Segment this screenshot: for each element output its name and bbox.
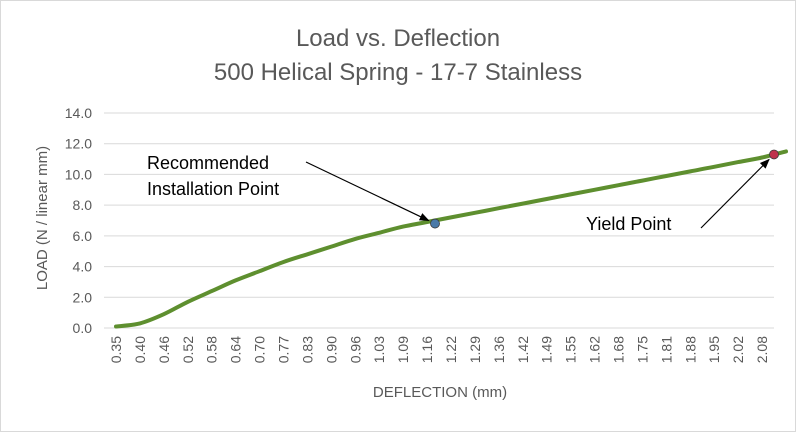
annotation-text: Installation Point: [147, 179, 279, 199]
annotation-text: Yield Point: [586, 214, 671, 234]
y-tick-label: 10.0: [65, 166, 92, 182]
series-line: [114, 149, 788, 329]
x-tick-label: 1.68: [610, 336, 626, 363]
x-tick-label: 1.95: [706, 336, 722, 363]
chart-title: Load vs. Deflection: [296, 25, 500, 52]
y-tick-label: 14.0: [65, 105, 92, 121]
x-tick-label: 0.70: [252, 336, 268, 363]
y-tick-label: 2.0: [73, 289, 93, 305]
y-tick-label: 12.0: [65, 136, 92, 152]
y-tick-label: 6.0: [73, 228, 93, 244]
x-tick-label: 0.35: [108, 336, 124, 363]
x-tick-label: 1.42: [515, 336, 531, 363]
annotation-text: Recommended: [147, 153, 269, 173]
annotation-arrow: [700, 158, 770, 229]
x-tick-label: 1.88: [682, 336, 698, 363]
x-tick-label: 1.75: [634, 336, 650, 363]
x-tick-label: 1.09: [395, 336, 411, 363]
y-axis-label: LOAD (N / linear mm): [34, 146, 51, 290]
data-point-marker: [769, 149, 779, 160]
x-tick-label: 0.77: [275, 336, 291, 363]
x-axis-label: DEFLECTION (mm): [373, 384, 507, 401]
marker-layer: [430, 149, 779, 229]
x-tick-label: 0.83: [299, 336, 315, 363]
x-tick-label: 0.64: [228, 336, 244, 363]
x-tick-label: 1.81: [658, 336, 674, 363]
x-tick-label: 1.29: [467, 336, 483, 363]
x-tick-label: 0.40: [132, 336, 148, 363]
y-tick-labels: 0.0 2.0 4.0 6.0 8.0 10.0 12.0 14.0: [65, 105, 92, 336]
x-tick-label: 1.36: [491, 336, 507, 363]
x-tick-labels: 0.35 0.40 0.46 0.52 0.58 0.64 0.70 0.77 0.83 0.90…: [108, 336, 770, 363]
y-tick-label: 0.0: [73, 320, 93, 336]
x-tick-label: 1.22: [443, 336, 459, 363]
x-tick-label: 1.16: [419, 336, 435, 363]
x-tick-label: 0.96: [347, 336, 363, 363]
x-tick-label: 0.46: [156, 336, 172, 363]
x-tick-label: 1.55: [563, 336, 579, 363]
annotation-arrow: [305, 161, 430, 222]
x-tick-label: 2.08: [754, 336, 770, 363]
x-tick-label: 0.52: [180, 336, 196, 363]
x-tick-label: 0.90: [323, 336, 339, 363]
x-tick-label: 1.62: [587, 336, 603, 363]
annotation-layer: Recommended Installation Point Yield Point: [147, 153, 770, 234]
series-layer: [114, 149, 788, 329]
x-tick-label: 1.03: [371, 336, 387, 363]
x-tick-label: 1.49: [539, 336, 555, 363]
y-tick-label: 4.0: [73, 259, 93, 275]
data-point-marker: [430, 218, 440, 229]
x-tick-label: 0.58: [204, 336, 220, 363]
chart-subtitle: 500 Helical Spring - 17-7 Stainless: [214, 59, 582, 86]
gridlines: [104, 112, 774, 329]
y-tick-label: 8.0: [73, 197, 93, 213]
x-tick-label: 2.02: [730, 336, 746, 363]
